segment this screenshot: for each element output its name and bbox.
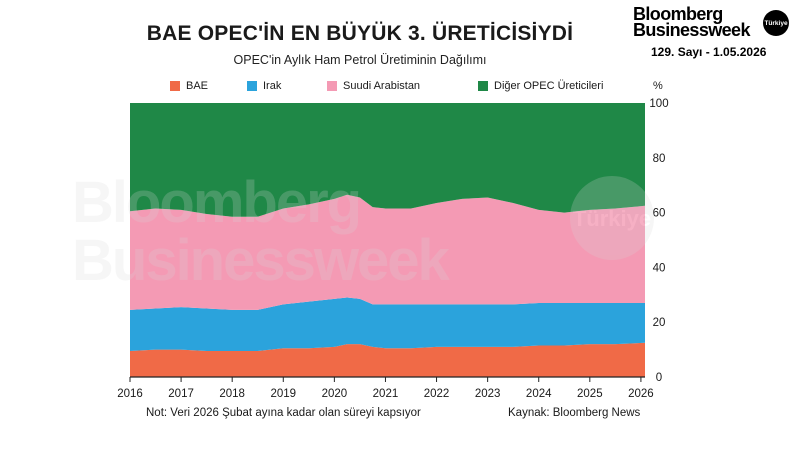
x-tick-label: 2017 bbox=[168, 388, 194, 400]
footnote: Not: Veri 2026 Şubat ayına kadar olan sü… bbox=[146, 407, 421, 419]
x-tick-label: 2025 bbox=[577, 388, 603, 400]
y-tick-label: 20 bbox=[653, 317, 666, 329]
x-tick-label: 2023 bbox=[475, 388, 501, 400]
legend-item-1: Irak bbox=[247, 80, 281, 92]
x-tick-label: 2026 bbox=[628, 388, 654, 400]
brand-line-1: Bloomberg bbox=[633, 4, 723, 24]
legend-swatch bbox=[327, 81, 337, 91]
x-tick-label: 2019 bbox=[270, 388, 296, 400]
legend-item-2: Suudi Arabistan bbox=[327, 80, 420, 92]
x-tick-label: 2020 bbox=[322, 388, 348, 400]
legend-swatch bbox=[170, 81, 180, 91]
legend-item-0: BAE bbox=[170, 80, 208, 92]
watermark-badge-text: Türkiye bbox=[573, 206, 651, 231]
x-tick-label: 2018 bbox=[219, 388, 245, 400]
chart-title: BAE OPEC'İN EN BÜYÜK 3. ÜRETİCİSİYDİ bbox=[146, 22, 574, 45]
area-series-3 bbox=[130, 103, 645, 217]
legend-swatch bbox=[478, 81, 488, 91]
brand-badge: Türkiye bbox=[763, 10, 789, 36]
watermark-line-1: Bloomberg bbox=[72, 170, 360, 235]
legend-label: Irak bbox=[263, 80, 282, 92]
y-tick-label: 60 bbox=[653, 208, 666, 220]
source-note: Kaynak: Bloomberg News bbox=[508, 407, 641, 419]
brand-logo: Bloomberg Businessweek Türkiye bbox=[633, 4, 789, 40]
legend-label: BAE bbox=[186, 80, 209, 92]
legend-swatch bbox=[247, 81, 257, 91]
area-series-1 bbox=[130, 297, 645, 351]
x-tick-label: 2024 bbox=[526, 388, 552, 400]
y-tick-label: 40 bbox=[653, 262, 666, 274]
chart-subtitle: OPEC'in Aylık Ham Petrol Üretiminin Dağı… bbox=[233, 53, 487, 67]
stacked-areas bbox=[130, 103, 645, 377]
y-axis-unit: % bbox=[653, 80, 663, 92]
axes: 2016 2017 2018 2019 2020 2021 2022 2023 2024 2025… bbox=[117, 98, 668, 400]
legend: BAE Irak Suudi Arabistan Diğer OPEC Üretici… bbox=[0, 80, 800, 94]
legend-label: Suudi Arabistan bbox=[343, 80, 421, 92]
brand-line-2: Businessweek bbox=[633, 20, 750, 40]
y-tick-label: 0 bbox=[656, 372, 662, 384]
y-tick-label: 80 bbox=[653, 153, 666, 165]
watermark-line-2: Businessweek bbox=[72, 228, 451, 293]
area-series-2 bbox=[130, 194, 645, 310]
watermark-badge bbox=[570, 176, 654, 260]
legend-item-3: Diğer OPEC Üreticileri bbox=[478, 80, 603, 92]
area-series-0 bbox=[130, 342, 645, 377]
x-tick-label: 2016 bbox=[117, 388, 143, 400]
x-tick-label: 2021 bbox=[373, 388, 399, 400]
x-tick-label: 2022 bbox=[424, 388, 450, 400]
legend-label: Diğer OPEC Üreticileri bbox=[494, 80, 604, 92]
y-tick-label: 100 bbox=[649, 98, 668, 110]
issue-label: 129. Sayı - 1.05.2026 bbox=[651, 45, 767, 59]
